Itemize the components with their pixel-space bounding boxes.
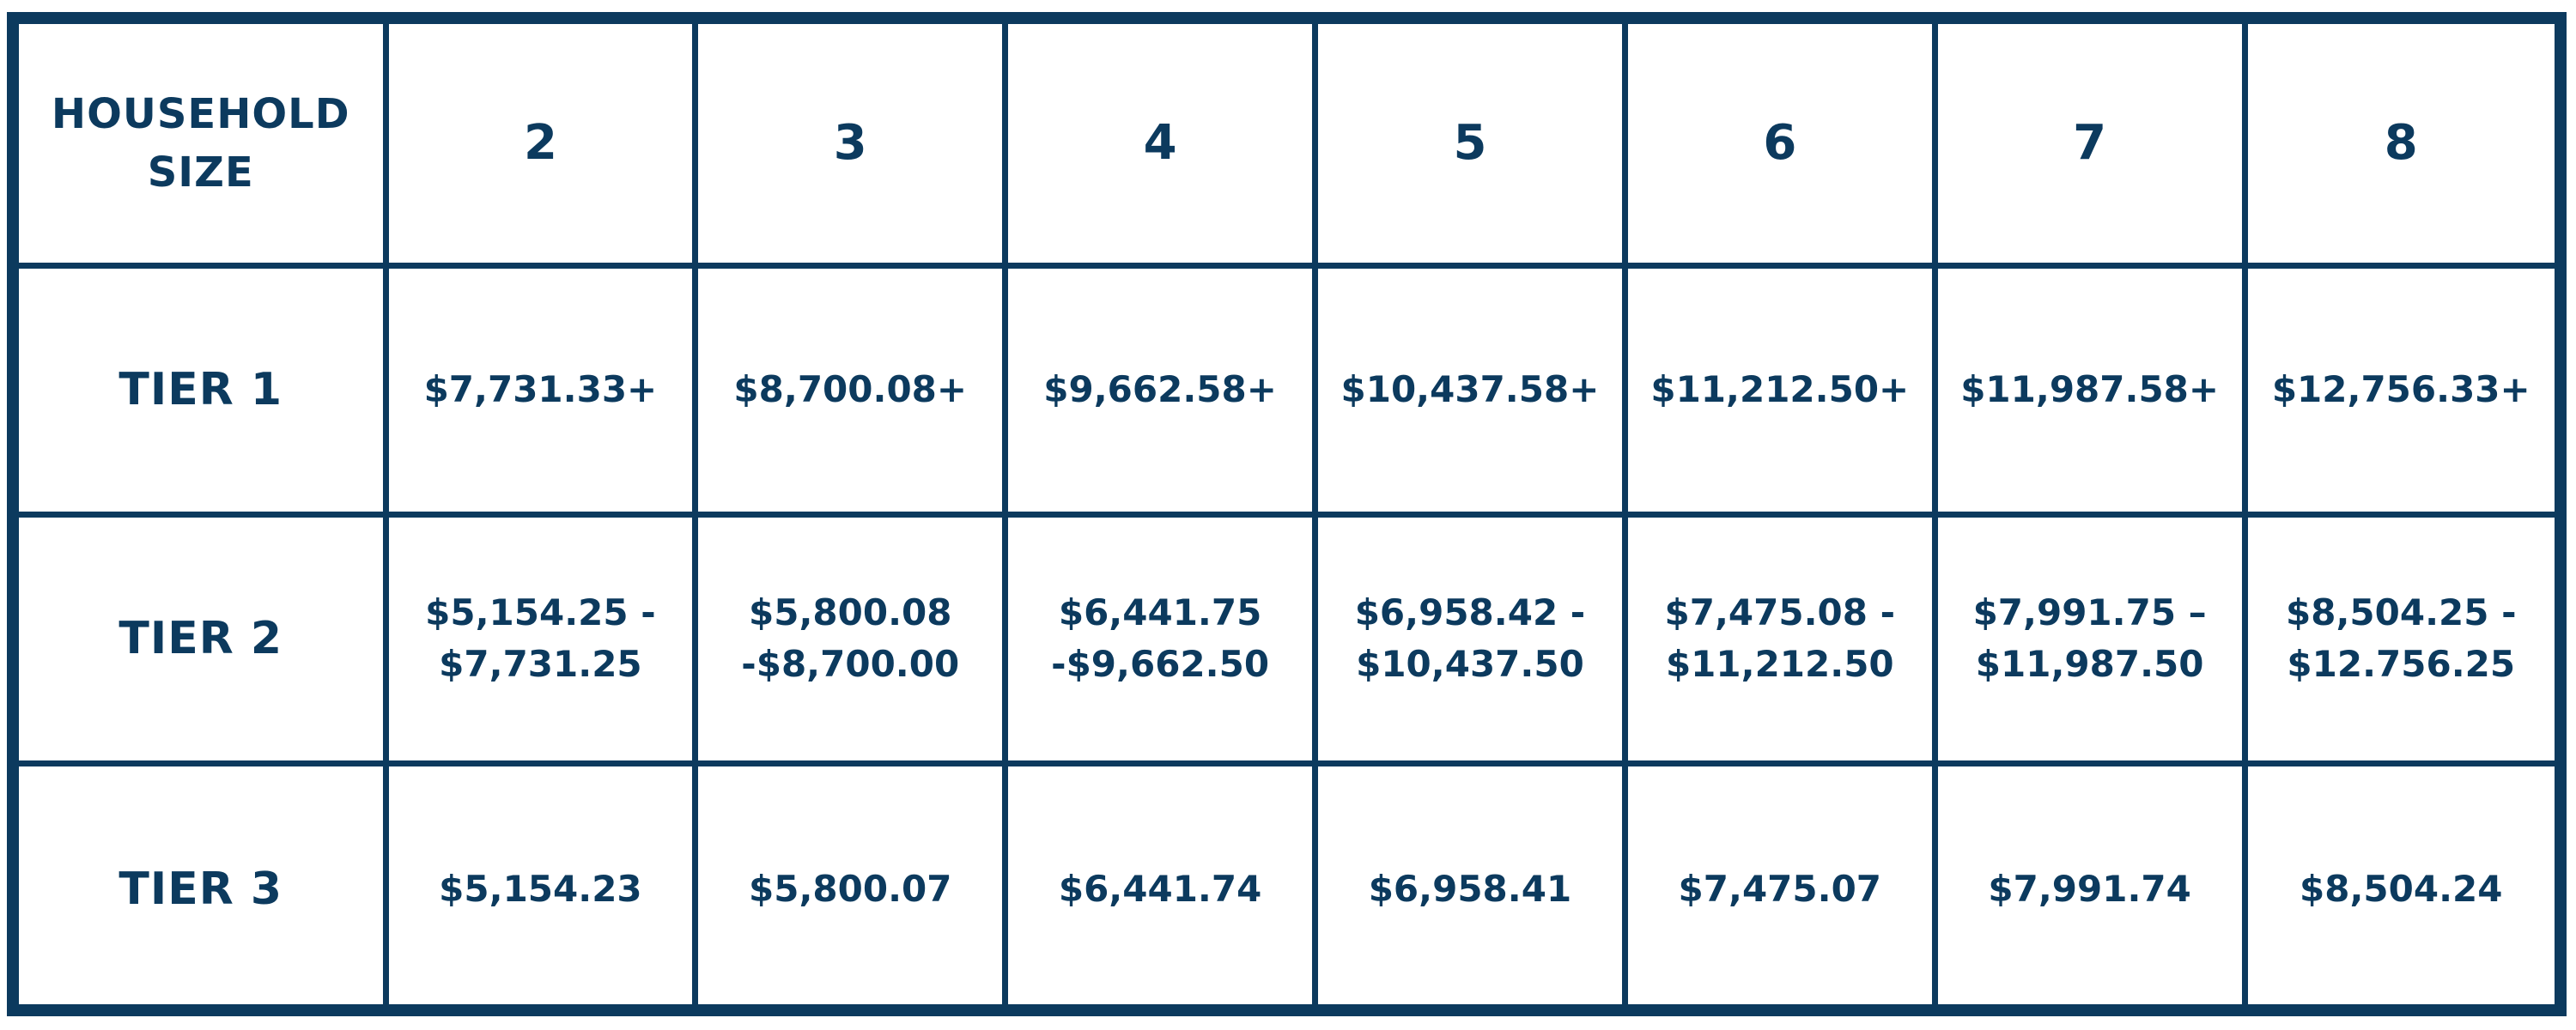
tier-1-label: TIER 1 (19, 262, 389, 518)
tier-2-size-4-value: $6,441.75 -$9,662.50 (1002, 511, 1319, 766)
tier-3-size-8-value: $8,504.24 (2241, 760, 2555, 1012)
household-size-8-header: 8 (2241, 24, 2555, 269)
tier-1-size-4-value: $9,662.58+ (1002, 262, 1319, 518)
tier-1-size-7-value: $11,987.58+ (1931, 262, 2248, 518)
table-row-tier-3: TIER 3 $5,154.23 $5,800.07 $6,441.74 $6,… (19, 760, 2555, 1012)
tier-2-size-7-value: $7,991.75 – $11,987.50 (1931, 511, 2248, 766)
tier-1-size-6-value: $11,212.50+ (1621, 262, 1938, 518)
table-row-tier-1: TIER 1 $7,731.33+ $8,700.08+ $9,662.58+ … (19, 262, 2555, 518)
tier-3-size-6-value: $7,475.07 (1621, 760, 1938, 1012)
tier-2-size-5-value: $6,958.42 - $10,437.50 (1312, 511, 1628, 766)
tier-1-size-2-value: $7,731.33+ (382, 262, 699, 518)
household-size-3-header: 3 (692, 24, 1009, 269)
household-size-6-header: 6 (1621, 24, 1938, 269)
tier-3-size-7-value: $7,991.74 (1931, 760, 2248, 1012)
tier-2-size-8-value: $8,504.25 - $12.756.25 (2241, 511, 2555, 766)
household-size-2-header: 2 (382, 24, 699, 269)
tier-1-size-8-value: $12,756.33+ (2241, 262, 2555, 518)
tier-2-size-3-value: $5,800.08 -$8,700.00 (692, 511, 1009, 766)
income-tier-table-frame: HOUSEHOLD SIZE 2 3 4 5 6 7 8 TIER 1 $7,7… (7, 12, 2567, 1016)
tier-3-size-5-value: $6,958.41 (1312, 760, 1628, 1012)
tier-2-size-6-value: $7,475.08 - $11,212.50 (1621, 511, 1938, 766)
tier-2-size-2-value: $5,154.25 - $7,731.25 (382, 511, 699, 766)
tier-1-size-3-value: $8,700.08+ (692, 262, 1009, 518)
tier-3-size-2-value: $5,154.23 (382, 760, 699, 1012)
household-size-7-header: 7 (1931, 24, 2248, 269)
tier-3-size-4-value: $6,441.74 (1002, 760, 1319, 1012)
household-size-4-header: 4 (1002, 24, 1319, 269)
household-size-header: HOUSEHOLD SIZE (19, 24, 389, 269)
tier-1-size-5-value: $10,437.58+ (1312, 262, 1628, 518)
table-header-row: HOUSEHOLD SIZE 2 3 4 5 6 7 8 (19, 24, 2555, 269)
household-size-5-header: 5 (1312, 24, 1628, 269)
income-tier-table: HOUSEHOLD SIZE 2 3 4 5 6 7 8 TIER 1 $7,7… (19, 24, 2555, 1012)
tier-2-label: TIER 2 (19, 511, 389, 766)
tier-3-size-3-value: $5,800.07 (692, 760, 1009, 1012)
table-row-tier-2: TIER 2 $5,154.25 - $7,731.25 $5,800.08 -… (19, 511, 2555, 766)
tier-3-label: TIER 3 (19, 760, 389, 1012)
